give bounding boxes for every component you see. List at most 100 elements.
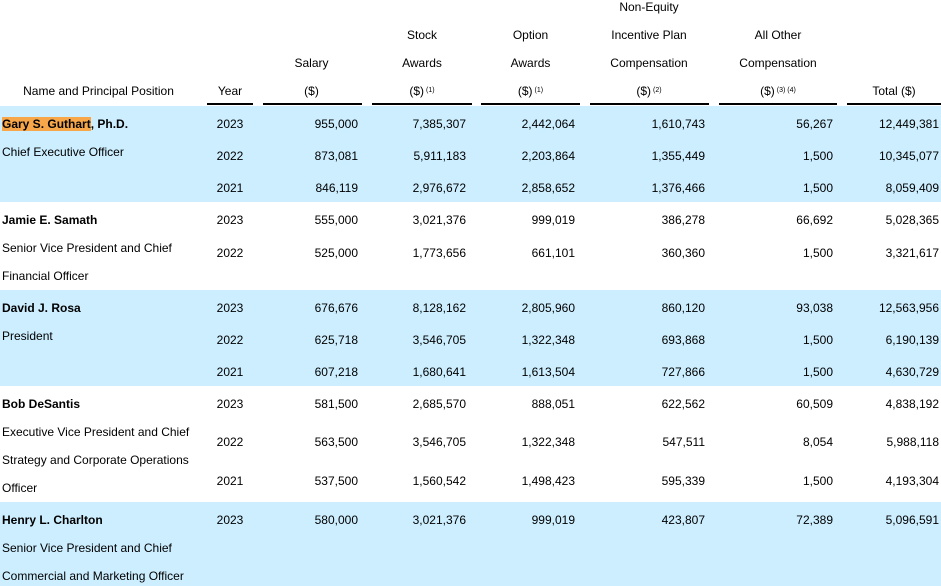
cell-stock: 1,560,542 [412,474,466,488]
cell-other: 1,500 [802,149,833,163]
header-year-label: Year [217,84,243,98]
header-stock-line: ($) (1) [372,84,472,98]
footnote-ref: (2) [653,87,662,94]
executive-name: Jamie E. Samath [2,213,98,227]
cell-nonequity: 1,376,466 [651,181,705,195]
header-nonequity: Non-Equity Incentive Plan Compensation (… [590,0,708,106]
cell-option: 1,613,504 [521,365,575,379]
cell-stock: 3,546,705 [412,333,466,347]
executive-group: David J. Rosa President 2023 676,676 8,1… [0,290,941,386]
cell-total: 6,190,139 [885,333,939,347]
cell-other: 1,500 [802,181,833,195]
header-rule [263,103,362,105]
header-rule [719,103,837,105]
cell-total: 8,059,409 [885,181,939,195]
executive-title: Executive Vice President and Chief [2,425,190,439]
header-salary-line: Salary [294,56,329,70]
cell-nonequity: 622,562 [661,397,705,411]
header-name-label: Name and Principal Position [23,84,174,98]
header-option-line: Awards [510,56,551,70]
cell-option: 1,322,348 [521,435,575,449]
cell-nonequity: 860,120 [661,301,705,315]
cell-total: 12,449,381 [878,117,939,131]
cell-option: 2,203,864 [521,149,575,163]
cell-nonequity: 386,278 [661,213,705,227]
cell-other: 1,500 [802,365,833,379]
header-rule [372,103,472,105]
cell-other: 56,267 [796,117,833,131]
executive-title: President [2,329,53,343]
executive-group: Jamie E. Samath Senior Vice President an… [0,202,941,290]
executive-title: Senior Vice President and Chief [2,241,172,255]
footnote-ref: (1) [426,87,435,94]
cell-year: 2022 [216,435,244,449]
header-stock-line: Awards [402,56,442,70]
header-salary-line: ($) [304,84,319,98]
cell-nonequity: 360,360 [661,246,705,260]
header-option-line: ($) (1) [481,84,580,98]
cell-total: 4,838,192 [885,397,939,411]
footnote-ref: (3) (4) [776,87,796,94]
cell-salary: 846,119 [315,181,359,195]
cell-year: 2023 [216,213,244,227]
cell-year: 2023 [216,397,244,411]
cell-nonequity: 1,355,449 [651,149,705,163]
cell-option: 661,101 [531,246,575,260]
header-nonequity-line: Non-Equity [619,0,679,14]
cell-year: 2021 [216,181,244,195]
cell-stock: 5,911,183 [413,149,467,163]
cell-other: 1,500 [802,246,833,260]
cell-salary: 563,500 [314,435,358,449]
cell-total: 4,630,729 [885,365,939,379]
cell-option: 999,019 [531,513,575,527]
executive-title: Financial Officer [2,269,89,283]
executive-title: Senior Vice President and Chief [2,541,172,555]
cell-year: 2022 [216,333,244,347]
header-option-unit: ($) [517,84,533,98]
highlighted-name: Gary S. Guthart [2,117,91,131]
header-name: Name and Principal Position [0,0,197,106]
cell-option: 2,442,064 [521,117,575,131]
cell-other: 93,038 [796,301,833,315]
table-header: Name and Principal Position Year Salary … [0,0,941,106]
header-year: Year [207,0,253,106]
cell-stock: 8,128,162 [412,301,466,315]
cell-salary: 581,500 [314,397,358,411]
header-nonequity-line: Compensation [610,56,688,70]
executive-group: Henry L. Charlton Senior Vice President … [0,502,941,586]
name-suffix: , Ph.D. [90,117,129,131]
cell-stock: 3,546,705 [412,435,466,449]
cell-total: 5,988,118 [886,435,940,449]
header-nonequity-line: ($) (2) [590,84,708,98]
executive-title: Commercial and Marketing Officer [2,569,184,583]
cell-year: 2023 [216,301,244,315]
header-option: Option Awards ($) (1) [481,0,580,106]
cell-other: 60,509 [796,397,833,411]
header-other-line: ($) (3) (4) [719,84,837,98]
cell-nonequity: 423,807 [661,513,705,527]
executive-group: Bob DeSantis Executive Vice President an… [0,386,941,502]
cell-year: 2023 [216,117,244,131]
cell-stock: 2,685,570 [412,397,466,411]
header-salary: Salary ($) [263,0,360,106]
header-total: Total ($) [847,0,941,106]
header-stock: Stock Awards ($) (1) [372,0,472,106]
cell-other: 72,389 [796,513,833,527]
cell-other: 1,500 [802,474,833,488]
header-option-line: Option [512,28,549,42]
cell-salary: 607,218 [314,365,358,379]
header-other-line: Compensation [739,56,817,70]
executive-group: Gary S. Guthart, Ph.D. Chief Executive O… [0,106,941,202]
executive-name: Bob DeSantis [2,397,81,411]
cell-total: 10,345,077 [878,149,939,163]
header-rule [590,103,709,105]
cell-total: 4,193,304 [885,474,939,488]
cell-option: 2,858,652 [521,181,575,195]
cell-stock: 1,680,641 [412,365,466,379]
cell-year: 2022 [216,149,244,163]
footnote-ref: (1) [534,87,544,94]
cell-stock: 2,976,672 [412,181,466,195]
cell-salary: 676,676 [314,301,358,315]
header-other: All Other Compensation ($) (3) (4) [719,0,837,106]
header-rule [847,103,941,105]
